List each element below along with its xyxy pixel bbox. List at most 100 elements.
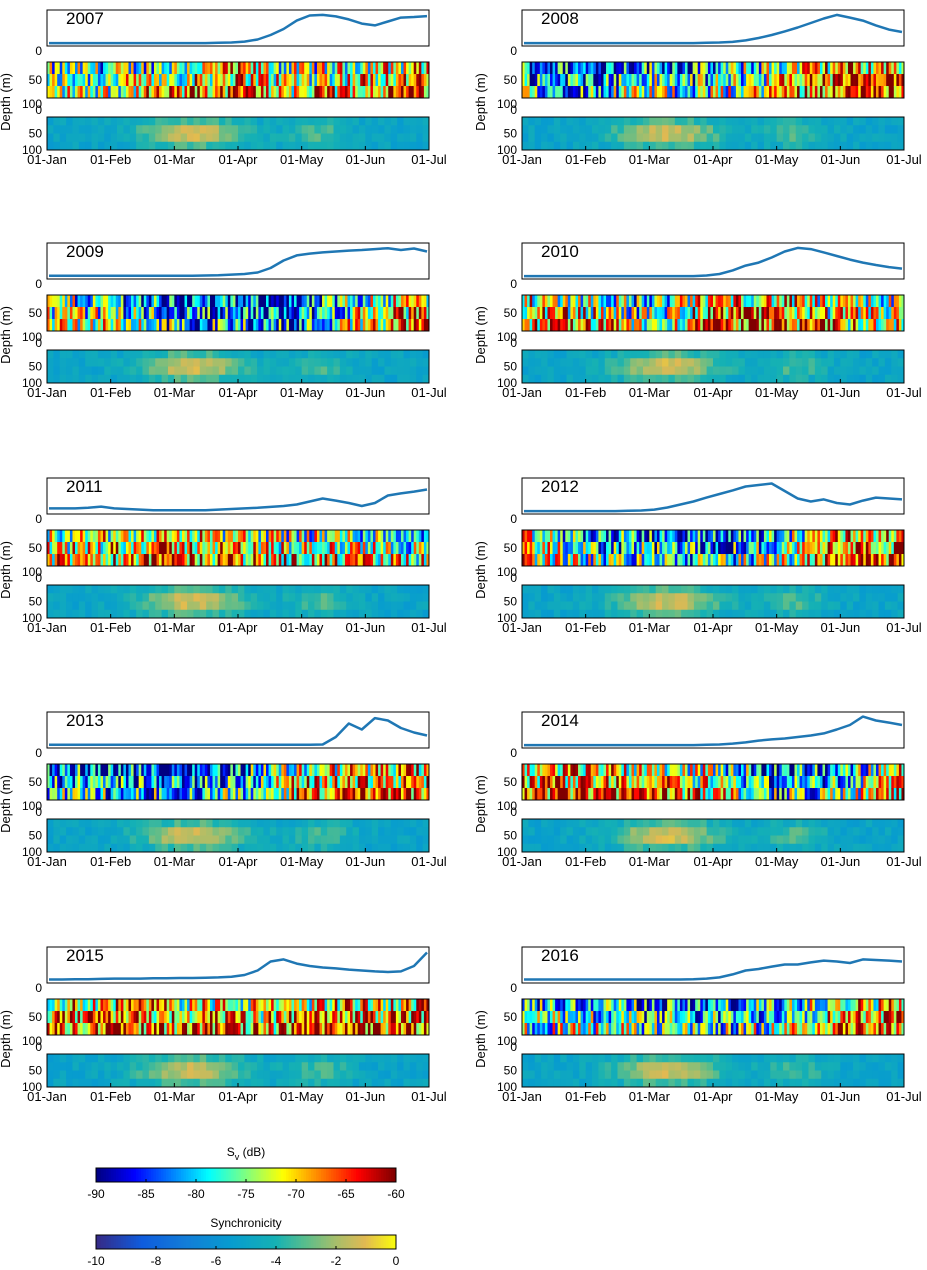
sv-cell [527, 542, 531, 555]
sync-cell [212, 366, 220, 376]
sv-cell [809, 319, 813, 332]
sync-cell [390, 819, 398, 828]
sv-cell [865, 307, 869, 320]
sv-cell [832, 542, 836, 555]
sv-cell [746, 542, 750, 555]
sv-cell [697, 295, 701, 308]
sync-cell [123, 350, 131, 359]
sync-cell [378, 819, 385, 828]
sync-cell [865, 117, 873, 126]
sv-cell [151, 62, 155, 75]
sync-cell [97, 835, 105, 845]
sync-cell [123, 819, 131, 828]
sv-cell [542, 542, 546, 555]
sv-cell [797, 74, 800, 87]
sync-cell [263, 350, 271, 359]
sv-cell [197, 307, 201, 320]
sync-cell [390, 358, 398, 367]
sv-cell [92, 62, 96, 75]
sv-cell [608, 319, 612, 332]
sync-cell [282, 125, 290, 134]
sv-cell [398, 86, 402, 99]
sv-cell [232, 62, 236, 75]
sv-cell [393, 542, 397, 555]
sv-cell [136, 319, 140, 332]
sv-cell [547, 554, 551, 567]
sync-cell [218, 141, 226, 151]
sv-cell [855, 307, 859, 320]
sync-cell [206, 601, 213, 611]
sv-cell [294, 62, 297, 75]
sv-cell [217, 74, 221, 87]
sync-cell [148, 819, 156, 828]
sync-cell [193, 835, 201, 845]
sync-cell [700, 350, 708, 359]
sv-cell [883, 74, 887, 87]
sync-cell [206, 827, 213, 836]
sv-cell [850, 86, 854, 99]
sv-cell [54, 74, 58, 87]
sync-cell [250, 601, 258, 611]
sv-cell [654, 62, 658, 75]
sv-cell [575, 295, 579, 308]
sv-cell [355, 776, 359, 789]
sv-cell [138, 74, 142, 87]
sv-cell [621, 295, 625, 308]
sv-cell [57, 62, 61, 75]
x-tick-label: 01-May [280, 620, 324, 635]
sync-cell [693, 141, 701, 151]
sync-cell [789, 585, 797, 594]
sv-cell [220, 542, 224, 555]
sv-cell [240, 776, 244, 789]
sv-cell [77, 542, 81, 555]
sv-cell [875, 74, 879, 87]
sync-cell [308, 593, 315, 602]
sv-cell [565, 542, 569, 555]
sv-cell [690, 307, 694, 320]
sv-cell [819, 62, 823, 75]
sv-cell [378, 62, 382, 75]
sync-cell [897, 125, 905, 134]
depth-tick-label: 100 [22, 330, 42, 344]
sync-cell [846, 350, 854, 359]
sync-cell [110, 593, 118, 602]
sv-cell [644, 554, 648, 567]
sync-cell [384, 585, 392, 594]
sync-cell [180, 358, 188, 367]
sync-cell [288, 366, 296, 376]
sync-cell [320, 819, 328, 828]
sv-cell [212, 295, 216, 308]
sv-cell [893, 530, 897, 543]
sync-cell [846, 601, 854, 611]
depth-tick-label: 50 [29, 306, 43, 320]
sv-cell [344, 764, 348, 777]
sv-cell [311, 319, 315, 332]
sv-cell [898, 74, 902, 87]
sv-cell [288, 542, 292, 555]
sv-cell [207, 74, 211, 87]
sv-cell [771, 307, 775, 320]
sv-cell [814, 295, 818, 308]
sync-cell [744, 125, 752, 134]
sv-cell [819, 86, 823, 99]
sv-cell [628, 307, 632, 320]
sync-cell [66, 827, 73, 836]
sv-cell [171, 319, 175, 332]
sync-cell [687, 609, 695, 619]
depth-axis-label: Depth (m) [0, 73, 13, 131]
sv-cell [324, 62, 328, 75]
sv-cell [108, 788, 112, 801]
sv-cell [730, 295, 734, 308]
sync-cell [585, 133, 593, 143]
sv-cell [151, 530, 155, 543]
sv-cell [146, 530, 150, 543]
sync-cell [738, 609, 746, 619]
sv-cell [192, 62, 196, 75]
sv-cell [702, 554, 706, 567]
sv-cell [342, 295, 346, 308]
sync-cell [91, 609, 99, 619]
sv-cell [174, 764, 178, 777]
sv-cell [702, 295, 706, 308]
sv-cell [644, 74, 648, 87]
sv-cell [159, 62, 162, 75]
